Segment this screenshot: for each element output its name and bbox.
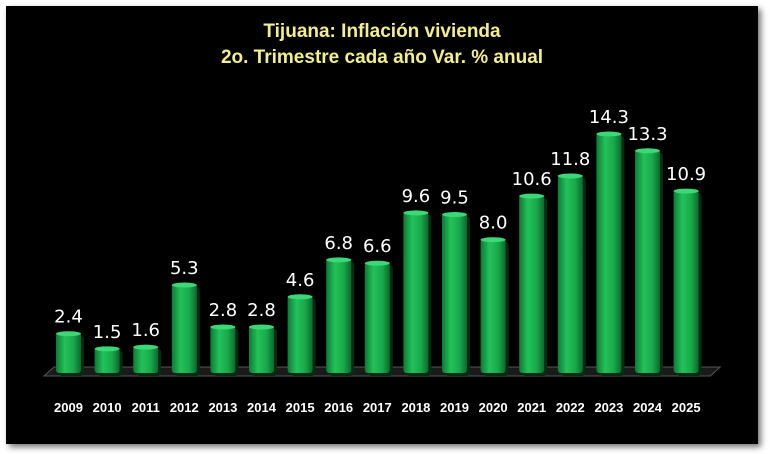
bar-2009 [56, 332, 81, 373]
bar-cap [557, 173, 583, 179]
x-tick-2017: 2017 [363, 400, 392, 415]
chart-title: Tijuana: Inflación vivienda [263, 21, 501, 42]
data-label-2019: 9.5 [440, 188, 469, 209]
x-tick-2018: 2018 [401, 400, 430, 415]
bar-2012 [171, 284, 197, 373]
data-label-2010: 1.5 [93, 322, 122, 343]
data-label-2020: 8.0 [479, 213, 508, 234]
x-tick-2009: 2009 [54, 400, 83, 415]
x-tick-2012: 2012 [170, 400, 199, 415]
data-label-2016: 6.8 [324, 233, 353, 254]
bar-cap [287, 294, 313, 300]
bar-cap [210, 324, 236, 330]
data-label-2021: 10.6 [512, 169, 552, 190]
x-tick-2016: 2016 [324, 400, 353, 415]
bar-2011 [133, 346, 159, 373]
x-tick-2022: 2022 [556, 400, 585, 415]
bar-2016 [326, 258, 352, 373]
data-labels: 2.4 1.5 1.6 5.3 2.8 2.8 4.6 6.8 6.6 9.6 9.5 8.0 10.6… [54, 107, 706, 343]
bar-2017 [364, 262, 390, 373]
bar-cap [171, 282, 197, 288]
x-tick-2010: 2010 [93, 400, 122, 415]
data-label-2009: 2.4 [54, 307, 83, 328]
x-tick-2019: 2019 [440, 400, 469, 415]
x-tick-2013: 2013 [208, 400, 237, 415]
bar-cap [133, 344, 159, 350]
x-axis-ticks: 2009 2010 2011 2012 2013 2014 2015 2016 2017 2018… [54, 400, 701, 415]
bar-cap [326, 257, 352, 263]
x-tick-2014: 2014 [247, 400, 277, 415]
data-label-2012: 5.3 [170, 258, 199, 279]
chart-subtitle: 2o. Trimestre cada año Var. % anual [220, 47, 544, 68]
bar-2010 [94, 347, 120, 373]
bar-2022 [557, 174, 583, 373]
bar-2021 [519, 195, 545, 373]
bar-2020 [480, 238, 506, 373]
bar-2025 [673, 190, 699, 373]
bar-cap [94, 346, 120, 352]
data-label-2018: 9.6 [402, 186, 431, 207]
bar-2019 [442, 213, 467, 373]
bar-cap [480, 237, 506, 243]
x-tick-2015: 2015 [286, 400, 315, 415]
bar-2023 [596, 133, 622, 373]
x-tick-2011: 2011 [132, 400, 160, 415]
bar-cap [364, 260, 390, 266]
x-tick-2021: 2021 [517, 400, 546, 415]
data-label-2017: 6.6 [363, 236, 392, 257]
bar-cap [596, 131, 622, 137]
bar-cap [519, 193, 545, 199]
data-label-2022: 11.8 [550, 149, 590, 170]
data-label-2014: 2.8 [247, 300, 276, 321]
bar-cap [442, 212, 467, 218]
chart-frame: Tijuana: Inflación vivienda 2o. Trimestr… [6, 6, 758, 444]
bar-series [56, 131, 702, 376]
data-label-2013: 2.8 [209, 300, 238, 321]
bar-2015 [287, 295, 313, 373]
data-label-2025: 10.9 [666, 164, 706, 185]
bar-2014 [249, 326, 274, 373]
bar-cap [403, 210, 429, 216]
data-label-2015: 4.6 [286, 270, 315, 291]
x-tick-2023: 2023 [594, 400, 623, 415]
x-tick-2025: 2025 [672, 400, 701, 415]
bar-2018 [403, 211, 429, 373]
bar-cap [673, 188, 699, 194]
bar-2024 [635, 149, 660, 373]
data-label-2024: 13.3 [627, 124, 667, 145]
bar-2013 [210, 326, 236, 373]
bar-chart: 2.4 1.5 1.6 5.3 2.8 2.8 4.6 6.8 6.6 9.6 9.5 8.0 10.6… [42, 107, 722, 415]
x-tick-2024: 2024 [633, 400, 663, 415]
bar-cap [635, 148, 660, 154]
bar-cap [56, 331, 81, 337]
data-label-2023: 14.3 [589, 107, 629, 128]
data-label-2011: 1.6 [131, 320, 160, 341]
bar-cap [249, 324, 274, 330]
x-tick-2020: 2020 [479, 400, 508, 415]
